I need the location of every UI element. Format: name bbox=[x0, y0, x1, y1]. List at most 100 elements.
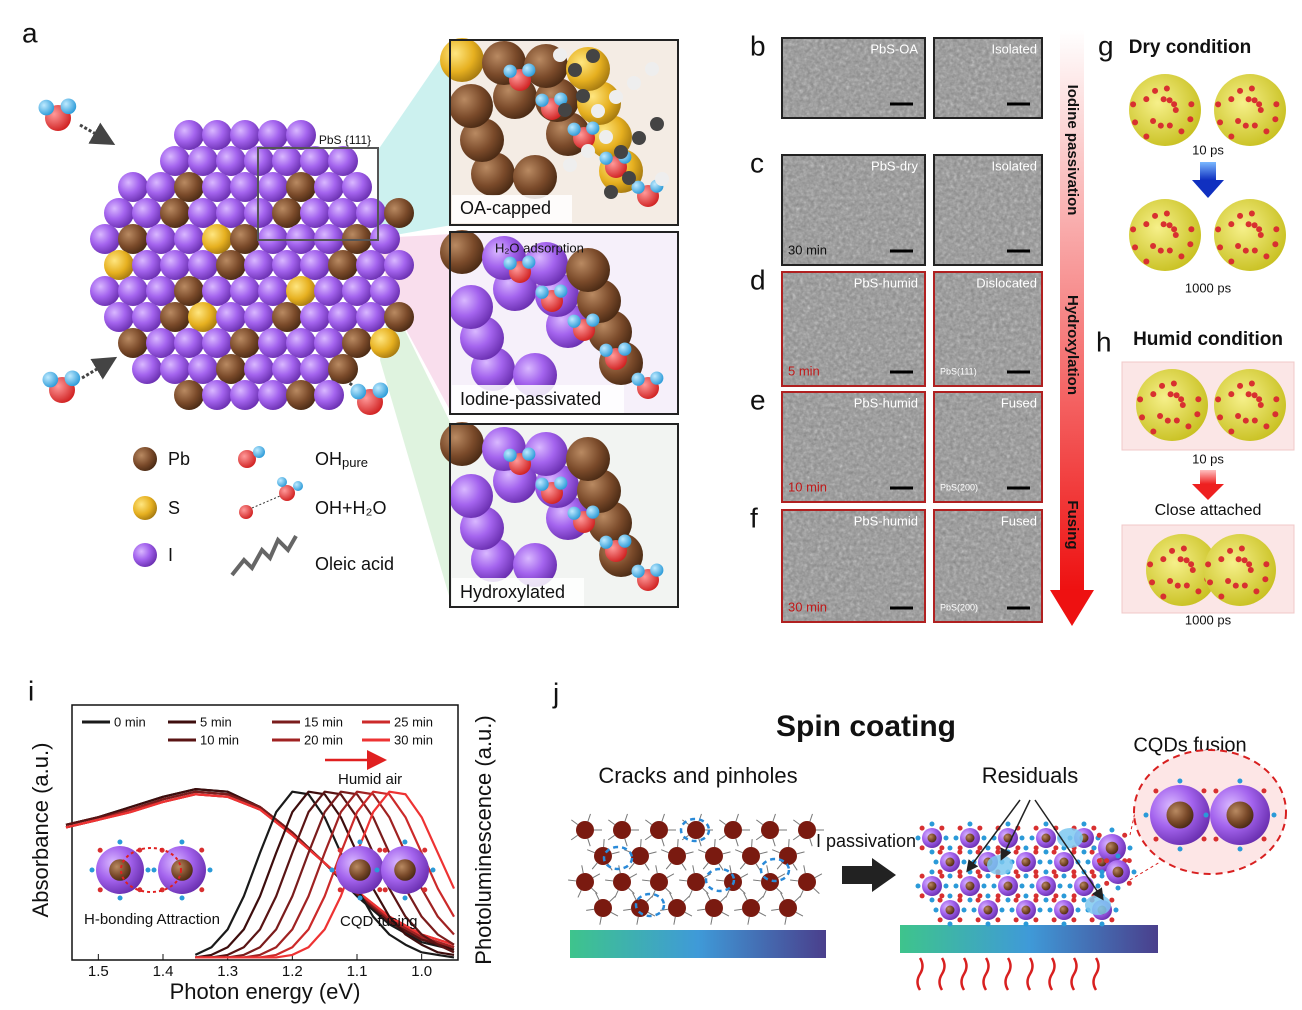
ligand bbox=[1215, 101, 1222, 108]
atom bbox=[328, 354, 358, 384]
atom bbox=[160, 302, 190, 332]
ligand bbox=[1251, 97, 1258, 104]
ligand bbox=[1257, 232, 1264, 238]
ligand bbox=[985, 873, 991, 879]
ligand bbox=[587, 813, 591, 822]
ligand bbox=[1272, 116, 1279, 123]
atom bbox=[460, 118, 504, 162]
sample-label: PbS-humid bbox=[854, 395, 918, 410]
atom bbox=[244, 250, 274, 280]
ligand bbox=[1241, 582, 1248, 589]
legend-swatch bbox=[239, 505, 253, 519]
ligand bbox=[1248, 210, 1255, 217]
carbon bbox=[599, 130, 613, 144]
atom bbox=[174, 120, 204, 150]
ligand bbox=[684, 911, 693, 917]
ligand bbox=[1023, 893, 1029, 899]
atom bbox=[258, 380, 288, 410]
atom bbox=[314, 276, 344, 306]
atom bbox=[230, 120, 260, 150]
adsorption-label: H₂O adsorption bbox=[495, 240, 584, 255]
qd-core bbox=[1105, 841, 1119, 855]
ligand bbox=[632, 892, 637, 901]
atom bbox=[524, 432, 568, 476]
ligand bbox=[1215, 396, 1222, 403]
ligand bbox=[1150, 391, 1157, 398]
time-label: 10 min bbox=[788, 479, 827, 494]
md-snapshots bbox=[1129, 74, 1286, 606]
ligand bbox=[1238, 545, 1245, 552]
hydrogen bbox=[586, 121, 600, 135]
ligand bbox=[1248, 85, 1255, 92]
qd-core bbox=[779, 899, 797, 917]
atom bbox=[104, 198, 134, 228]
ligand bbox=[1251, 222, 1258, 229]
pointer bbox=[1000, 799, 1031, 861]
ligand bbox=[1081, 849, 1087, 855]
ligand bbox=[995, 849, 1001, 855]
x-axis-label: Photon energy (eV) bbox=[170, 979, 361, 1004]
legend-label: OH bbox=[315, 449, 342, 469]
qd-core bbox=[613, 873, 631, 891]
atom bbox=[118, 328, 148, 358]
atom bbox=[244, 354, 274, 384]
atom bbox=[449, 285, 493, 329]
ligand bbox=[599, 916, 602, 925]
ligand bbox=[803, 865, 806, 874]
ligand bbox=[382, 887, 388, 893]
ligand bbox=[1143, 221, 1150, 228]
ligand bbox=[772, 838, 776, 847]
ligand bbox=[1188, 226, 1195, 233]
hbond-wave bbox=[916, 957, 924, 991]
ligand bbox=[640, 839, 642, 848]
ligand bbox=[1261, 788, 1267, 794]
ligand bbox=[1228, 428, 1235, 435]
ligand bbox=[1150, 428, 1157, 435]
hydrogen bbox=[599, 535, 613, 549]
ligand bbox=[1089, 917, 1095, 923]
legend: Pb S I OHpure OH+H₂O Oleic acid bbox=[133, 446, 394, 577]
carbon bbox=[581, 144, 595, 158]
legend-label: 30 min bbox=[394, 732, 433, 747]
arrow bbox=[1192, 484, 1224, 500]
ligand bbox=[1171, 101, 1178, 108]
ligand bbox=[1248, 380, 1255, 387]
pinhole bbox=[679, 817, 711, 843]
atom bbox=[300, 198, 330, 228]
ligand bbox=[967, 897, 973, 903]
ligand bbox=[591, 887, 598, 895]
ligand bbox=[1180, 545, 1187, 552]
substrate bbox=[900, 925, 1158, 953]
hbond bbox=[120, 847, 182, 893]
atom bbox=[174, 328, 204, 358]
ligand bbox=[1143, 96, 1150, 103]
ligand bbox=[1160, 221, 1167, 228]
atom bbox=[216, 354, 246, 384]
atom bbox=[384, 198, 414, 228]
hydrogen bbox=[503, 448, 517, 462]
ligand bbox=[957, 845, 963, 851]
x-tick-label: 1.5 bbox=[88, 963, 109, 980]
ligand bbox=[985, 893, 991, 899]
ligand bbox=[1169, 547, 1176, 554]
arrow bbox=[1192, 180, 1224, 198]
ligand bbox=[1047, 907, 1053, 913]
ligand bbox=[1228, 258, 1235, 265]
legend-label: OH+H₂O bbox=[315, 498, 387, 518]
ligand bbox=[1194, 411, 1201, 418]
stage-label: Cracks and pinholes bbox=[598, 763, 797, 788]
ligand bbox=[1188, 101, 1195, 108]
atom bbox=[328, 198, 358, 228]
legend-label: 25 min bbox=[394, 714, 433, 729]
ligand bbox=[1167, 391, 1174, 398]
ligand bbox=[1043, 869, 1049, 875]
spectra-chart: 1.5 1.4 1.3 1.2 1.1 1.0 Photon energy (eV) Abso… bbox=[28, 704, 496, 1004]
ligand bbox=[1130, 101, 1137, 108]
atom bbox=[188, 354, 218, 384]
ligand bbox=[1237, 382, 1244, 389]
ligand bbox=[1015, 845, 1021, 851]
ligand bbox=[1228, 221, 1235, 228]
qd-core bbox=[650, 873, 668, 891]
time-label: 30 min bbox=[788, 599, 827, 614]
ligand bbox=[1157, 412, 1164, 419]
